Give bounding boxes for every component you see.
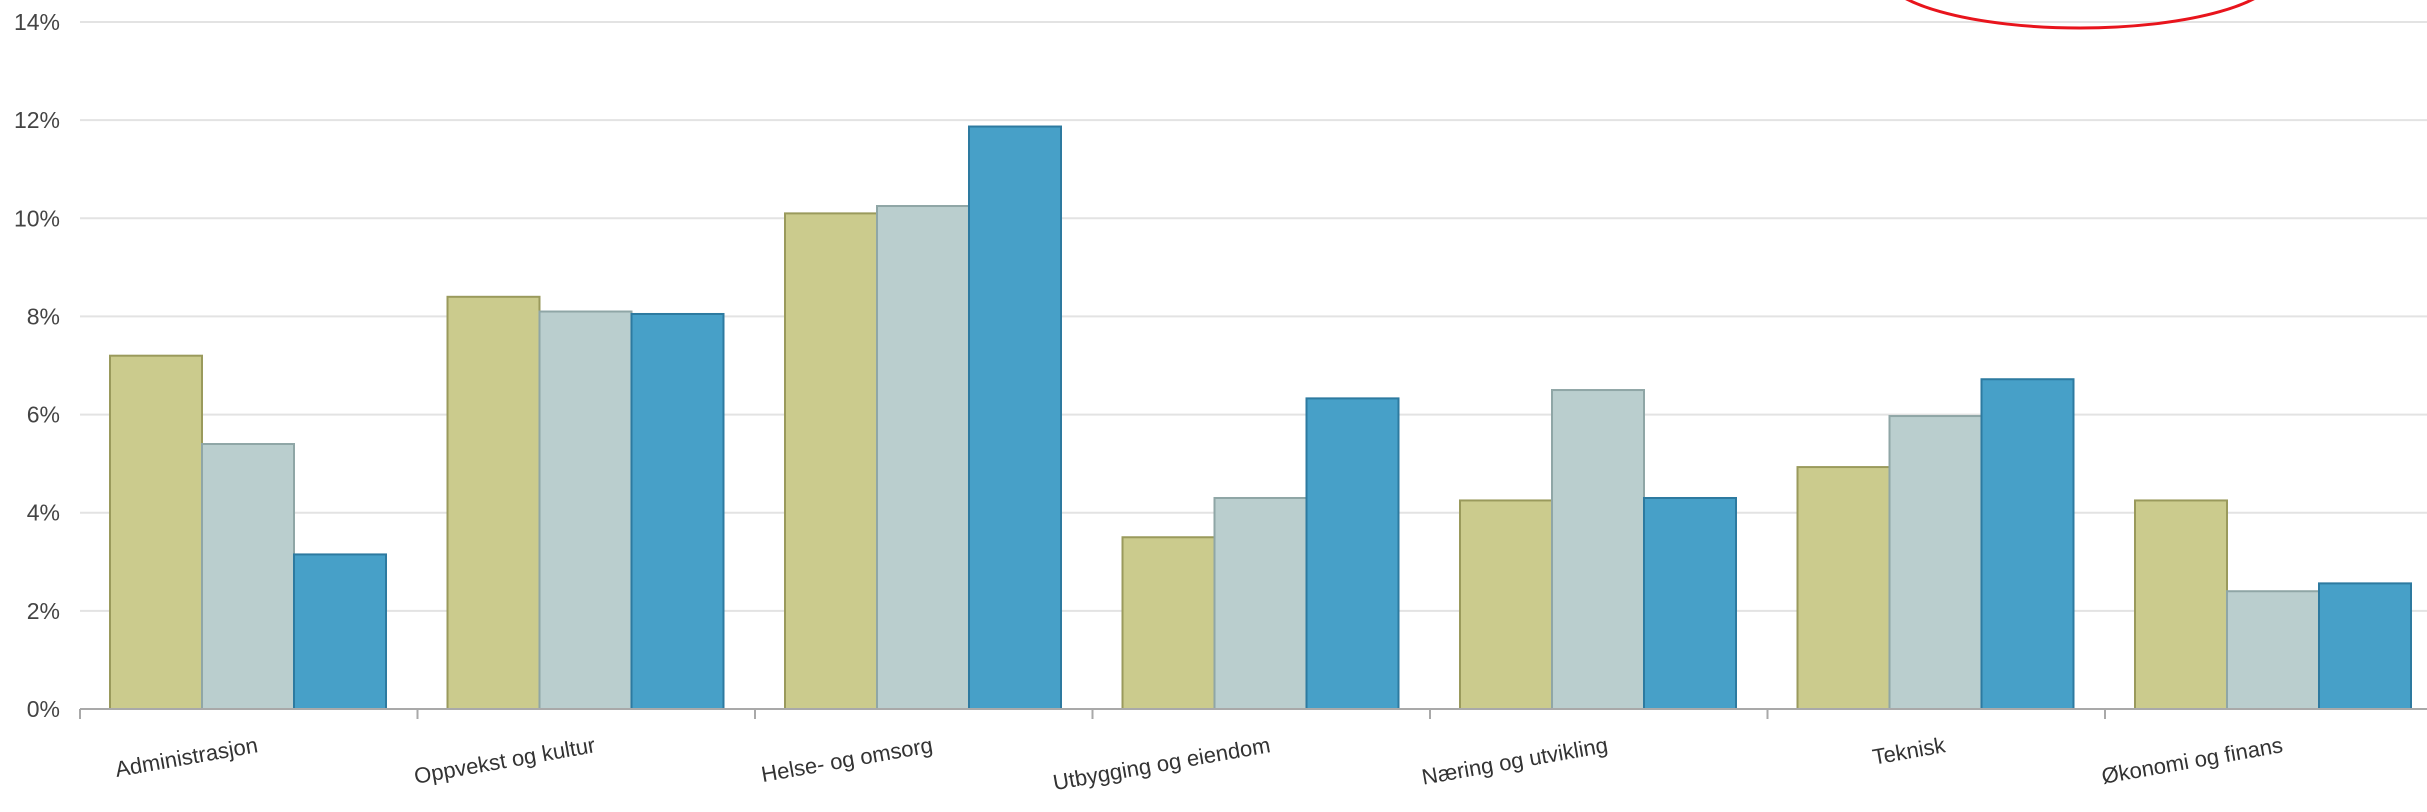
bar bbox=[876, 205, 970, 710]
y-tick-label: 4% bbox=[27, 500, 60, 526]
y-tick-label: 14% bbox=[14, 9, 60, 35]
y-tick-label: 12% bbox=[14, 107, 60, 133]
x-tick-label: Oppvekst og kultur bbox=[412, 732, 597, 788]
bar bbox=[1305, 397, 1400, 710]
bar bbox=[109, 354, 203, 710]
bar bbox=[2134, 499, 2228, 711]
bar bbox=[968, 125, 1062, 710]
bar bbox=[2318, 582, 2412, 710]
bar bbox=[630, 312, 725, 710]
bar bbox=[1213, 496, 1308, 710]
y-tick-label: 6% bbox=[27, 402, 60, 428]
bar bbox=[1796, 466, 1891, 710]
x-tick-label: Utbygging og eiendom bbox=[1051, 732, 1272, 795]
bar bbox=[538, 310, 633, 710]
x-axis bbox=[79, 708, 2427, 719]
y-tick-label: 0% bbox=[27, 696, 60, 722]
bar bbox=[201, 443, 295, 710]
bar bbox=[293, 553, 387, 710]
bar bbox=[1888, 415, 1983, 710]
annotation-ellipse bbox=[1905, 0, 2255, 30]
y-axis-tick-labels: 0% 2% 4% 6% 8% 10% 12% 14% bbox=[14, 9, 60, 722]
y-tick-label: 2% bbox=[27, 598, 60, 624]
bar bbox=[2226, 590, 2320, 711]
bar bbox=[1121, 536, 1216, 710]
x-tick-label: Teknisk bbox=[1871, 732, 1949, 770]
y-tick-label: 10% bbox=[14, 205, 60, 231]
bars bbox=[109, 125, 2412, 711]
x-axis-tick-labels: Administrasjon Oppvekst og kultur Helse- o… bbox=[113, 732, 2284, 795]
y-tick-label: 8% bbox=[27, 303, 60, 329]
x-tick-label: Næring og utvikling bbox=[1420, 732, 1610, 789]
bar bbox=[784, 212, 878, 710]
x-tick-label: Administrasjon bbox=[113, 732, 259, 782]
bar bbox=[1551, 389, 1645, 710]
annotations bbox=[1905, 0, 2255, 30]
x-tick-label: Økonomi og finans bbox=[2100, 732, 2285, 788]
bar bbox=[1643, 496, 1737, 710]
x-tick-label: Helse- og omsorg bbox=[759, 732, 934, 787]
bar bbox=[446, 295, 541, 710]
bar bbox=[1980, 378, 2075, 710]
bar bbox=[1459, 499, 1553, 711]
